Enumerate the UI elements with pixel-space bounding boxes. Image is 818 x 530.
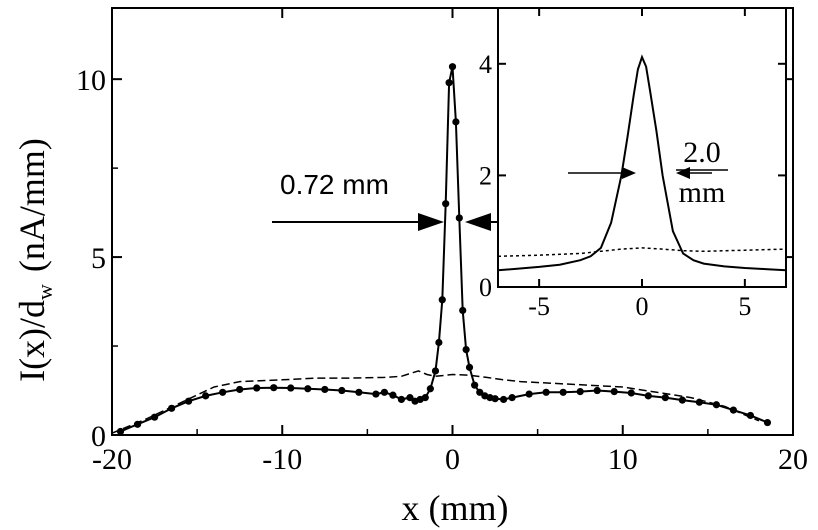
- main-data-point: [593, 386, 601, 395]
- main-x-tick-label: 0: [445, 443, 460, 476]
- main-x-tick-label: 20: [778, 443, 808, 476]
- main-data-point: [338, 386, 346, 395]
- main-data-point: [508, 394, 516, 402]
- y-axis-label: I(x)/dw (nA/mm): [12, 138, 57, 382]
- main-data-point: [355, 388, 363, 396]
- main-data-point: [499, 395, 508, 404]
- main-x-tick-label: 10: [608, 443, 638, 476]
- main-data-point: [471, 381, 479, 389]
- main-data-point: [452, 118, 460, 126]
- main-data-point: [219, 388, 227, 396]
- main-data-point: [372, 390, 380, 398]
- svg-text:I(x)/dw(nA/mm): I(x)/dw (nA/mm): [12, 138, 57, 382]
- main-data-point: [576, 387, 584, 396]
- inset-series: [497, 54, 787, 272]
- inset-x-tick-label: 5: [738, 292, 751, 321]
- inset-annotation-line2: mm: [679, 176, 726, 209]
- main-data-point: [678, 396, 686, 404]
- main-data-point: [270, 384, 278, 392]
- main-data-point: [150, 413, 159, 421]
- main-data-point: [542, 388, 550, 396]
- y-axis-label-main: I(x)/d: [12, 300, 52, 382]
- main-data-point: [421, 394, 429, 402]
- main-data-point: [236, 385, 244, 394]
- main-series: [111, 63, 772, 436]
- main-data-point: [389, 391, 397, 399]
- inset-y-tick-label: 4: [479, 50, 492, 79]
- inset-y-ticks: 0 2 4: [479, 50, 786, 302]
- main-data-point: [406, 394, 414, 402]
- main-data-point: [525, 390, 533, 398]
- inset-x-tick-label: -5: [528, 292, 550, 321]
- inset-plot: -5 0 5 0 2 4 2.0 mm: [479, 7, 787, 321]
- inset-y-tick-label: 0: [479, 273, 492, 302]
- main-y-tick-label: 10: [76, 64, 106, 97]
- inset-annotation-line1: 2.0: [683, 136, 721, 169]
- main-data-point: [465, 363, 474, 371]
- main-data-point: [763, 418, 772, 427]
- inset-y-tick-label: 2: [479, 161, 492, 190]
- main-data-point: [426, 385, 434, 393]
- main-y-tick-label: 0: [91, 420, 106, 453]
- main-data-point: [397, 395, 406, 404]
- x-axis-label: x (mm): [402, 488, 509, 528]
- main-data-point: [185, 397, 193, 405]
- inset-series-line-1: [497, 54, 787, 272]
- main-y-tick-label: 5: [91, 242, 106, 275]
- main-data-point: [610, 387, 618, 396]
- main-data-point: [442, 200, 450, 208]
- main-x-tick-label: -10: [262, 443, 302, 476]
- left-arrowhead: [418, 213, 444, 231]
- main-data-point: [455, 214, 463, 222]
- inset-plot-frame: [497, 7, 787, 288]
- main-x-ticks: -20 -10 0 10 20: [92, 8, 808, 476]
- main-data-point: [476, 388, 484, 396]
- y-axis-label-unit: (nA/mm): [12, 138, 52, 272]
- main-data-point: [459, 306, 467, 315]
- inset-left-arrowhead: [622, 167, 636, 179]
- main-data-point: [431, 367, 440, 375]
- y-axis-label-sub: w: [32, 284, 57, 300]
- main-data-point: [253, 384, 261, 392]
- main-data-point: [462, 346, 470, 354]
- main-data-point: [448, 63, 457, 71]
- main-x-tick-label: -20: [92, 443, 132, 476]
- main-data-point: [559, 388, 567, 396]
- main-data-point: [627, 389, 635, 397]
- main-data-point: [491, 395, 499, 403]
- main-data-point: [202, 392, 210, 400]
- main-data-point: [435, 338, 443, 347]
- main-data-point: [661, 394, 669, 402]
- inset-x-tick-label: 0: [636, 292, 649, 321]
- main-data-point: [304, 385, 312, 393]
- main-data-point: [445, 79, 453, 87]
- main-y-ticks: 0 5 10: [76, 64, 793, 453]
- main-data-point: [321, 385, 329, 394]
- main-data-point: [438, 296, 446, 304]
- main-data-point: [287, 384, 295, 392]
- right-arrowhead: [465, 213, 491, 231]
- main-data-point: [380, 388, 388, 396]
- inset-width-annotation: 2.0 mm: [568, 136, 728, 209]
- inset-x-ticks: -5 0 5: [528, 8, 751, 321]
- inset-series-line-2: [497, 247, 787, 258]
- width-annotation: 0.72 mm: [272, 169, 510, 231]
- width-annotation-label: 0.72 mm: [280, 169, 389, 200]
- main-data-point: [644, 392, 652, 400]
- main-series-line-2: [111, 370, 760, 434]
